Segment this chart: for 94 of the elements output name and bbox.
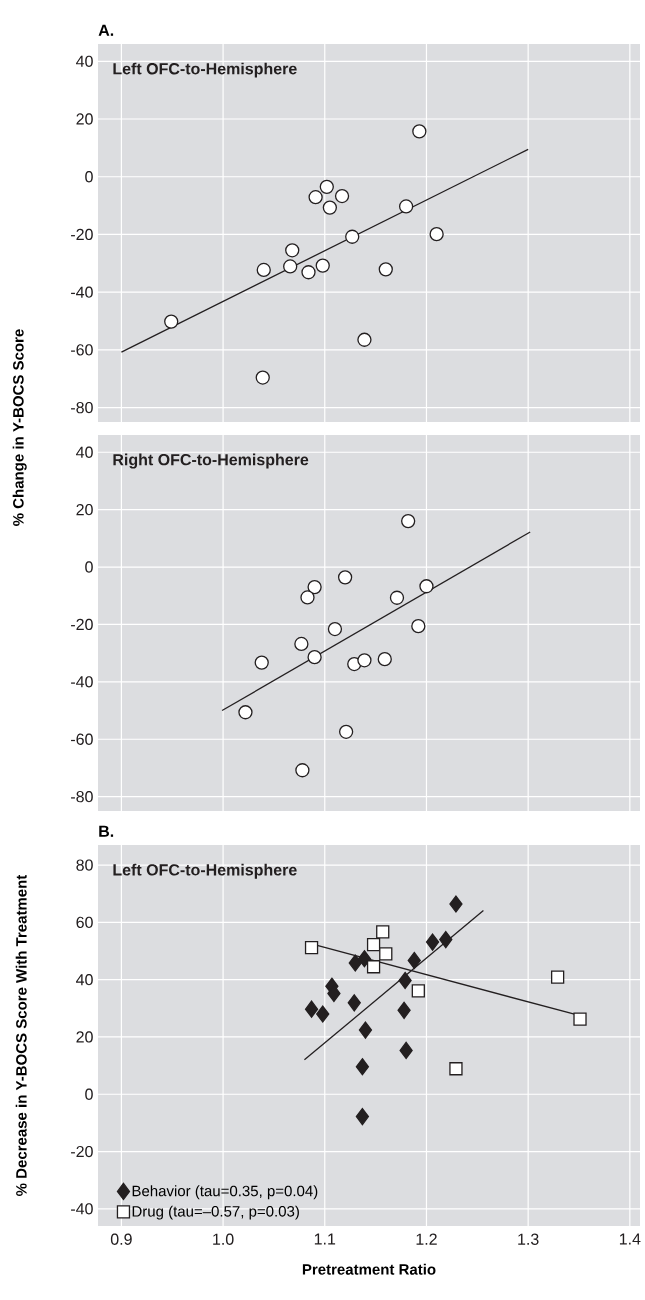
point <box>398 971 412 990</box>
y-tick-label: 0 <box>85 1088 93 1100</box>
point <box>411 619 426 634</box>
y-tick-label: 80 <box>76 859 93 871</box>
point <box>366 960 381 974</box>
y-tick-label: -80 <box>71 401 93 414</box>
y-tick-label: -80 <box>71 790 93 803</box>
point <box>304 940 319 955</box>
point <box>319 179 334 194</box>
y-tick-label: -20 <box>71 228 93 241</box>
legend-label: Behavior (tau=0.35, p=0.04) <box>132 1185 318 1200</box>
x-axis-title: Pretreatment Ratio <box>302 1263 436 1275</box>
point <box>439 930 453 949</box>
point <box>316 1005 330 1023</box>
point <box>254 655 269 670</box>
y-tick-label: 20 <box>76 113 93 125</box>
point <box>283 259 298 274</box>
point <box>301 265 316 280</box>
point <box>256 262 271 278</box>
point <box>355 1107 370 1126</box>
x-tick-label: 1.2 <box>416 1233 437 1245</box>
point <box>164 314 179 329</box>
point <box>294 636 309 652</box>
x-tick-label: 1.4 <box>619 1233 641 1245</box>
point <box>401 513 416 529</box>
point <box>366 938 381 952</box>
y-tick-label: -40 <box>71 1203 93 1215</box>
point <box>449 1062 463 1076</box>
y-tick-label: -60 <box>71 344 93 356</box>
y-tick-label: -40 <box>71 286 93 298</box>
y-tick-label: -20 <box>71 618 93 631</box>
point <box>379 947 393 961</box>
x-tick-label: 0.9 <box>110 1233 132 1245</box>
y-tick-label: 60 <box>76 916 93 929</box>
point <box>397 1001 411 1019</box>
point <box>419 579 434 594</box>
point <box>322 200 337 215</box>
point <box>238 705 253 720</box>
point <box>285 243 300 258</box>
point <box>337 570 353 585</box>
point <box>398 199 414 214</box>
y-tick-label: 40 <box>76 446 93 458</box>
point <box>327 621 343 637</box>
legend-label: Drug (tau=–0.57, p=0.03) <box>132 1205 299 1220</box>
point <box>357 950 372 968</box>
point <box>412 124 427 139</box>
point <box>429 227 444 242</box>
point <box>255 370 270 385</box>
y-tick-label: 40 <box>76 973 93 986</box>
x-tick-label: 1.3 <box>518 1233 539 1245</box>
x-tick-label: 1.1 <box>314 1233 336 1245</box>
y-tick-label: -40 <box>71 676 93 688</box>
point <box>307 579 322 595</box>
point <box>334 188 350 204</box>
point <box>407 951 421 970</box>
point <box>338 724 354 739</box>
point <box>357 653 372 668</box>
point <box>295 763 310 778</box>
point <box>573 1012 587 1026</box>
point <box>347 994 361 1012</box>
y-tick-label: -20 <box>71 1145 93 1158</box>
point <box>357 332 372 347</box>
point <box>300 590 315 605</box>
point <box>377 652 392 667</box>
y-tick-label: 0 <box>85 561 93 573</box>
y-tick-label: 20 <box>76 1031 93 1043</box>
y-tick-label: -60 <box>71 733 93 745</box>
text: Right OFC-to-Hemisphere <box>113 453 309 469</box>
y-axis-title: % Decrease in Y-BOCS Score With Treatment <box>15 874 27 1196</box>
text: Left OFC-to-Hemisphere <box>113 62 297 78</box>
point <box>307 650 322 665</box>
point <box>378 262 393 277</box>
text: Left OFC-to-Hemisphere <box>113 863 297 879</box>
point <box>348 954 362 972</box>
y-axis-title: % Change in Y-BOCS Score <box>12 329 27 526</box>
y-tick-label: 20 <box>76 503 93 516</box>
point <box>345 229 360 244</box>
point <box>355 1058 370 1076</box>
point <box>315 258 330 273</box>
chart-title: A. <box>98 24 114 36</box>
point <box>358 1021 373 1039</box>
point <box>449 895 463 913</box>
chart-title: B. <box>99 825 114 837</box>
point <box>425 933 440 951</box>
point <box>308 190 323 205</box>
y-tick-label: 0 <box>85 171 93 183</box>
point <box>550 970 565 984</box>
y-tick-label: 40 <box>76 55 93 67</box>
point <box>411 984 425 998</box>
point <box>376 925 390 939</box>
x-tick-label: 1.0 <box>213 1233 234 1245</box>
point <box>304 1000 319 1018</box>
point <box>389 590 405 605</box>
point <box>399 1041 413 1060</box>
